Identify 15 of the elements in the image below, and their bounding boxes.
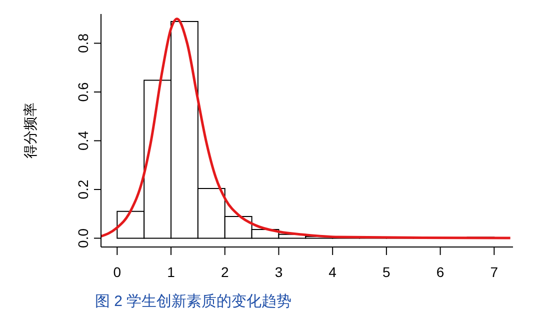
y-tick-label: 0.4	[75, 130, 91, 150]
x-tick-label: 2	[220, 264, 229, 280]
y-tick-label: 0.8	[75, 33, 91, 53]
x-tick-label: 6	[436, 264, 444, 280]
x-tick-label: 1	[167, 264, 176, 280]
y-tick-label: 0.2	[75, 180, 91, 200]
x-tick-label: 4	[328, 264, 337, 280]
x-tick-label: 7	[490, 264, 498, 280]
y-axis-title: 得分频率	[22, 102, 38, 158]
x-tick-label: 3	[274, 264, 283, 280]
x-tick-label: 5	[382, 264, 391, 280]
caption: 图 2 学生创新素质的变化趋势	[95, 292, 293, 311]
y-tick-label: 0.0	[75, 228, 91, 248]
x-tick-label: 0	[113, 264, 122, 280]
y-tick-label: 0.6	[75, 82, 91, 102]
